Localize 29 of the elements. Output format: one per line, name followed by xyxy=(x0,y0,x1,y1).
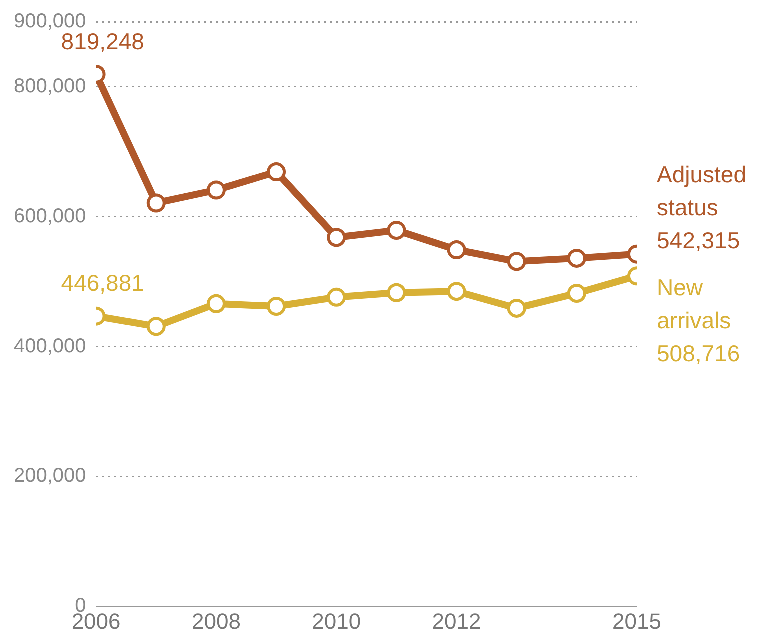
data-label: 542,315 xyxy=(657,228,740,254)
series-label: New arrivals xyxy=(657,274,732,334)
point xyxy=(267,162,286,182)
x-tick-label: 2012 xyxy=(432,608,482,634)
y-tick-label: 200,000 xyxy=(14,465,86,488)
point xyxy=(327,288,346,307)
point xyxy=(387,283,406,302)
data-label: 446,881 xyxy=(61,270,144,296)
point xyxy=(447,240,466,260)
point xyxy=(387,221,406,240)
x-tick-label: 2010 xyxy=(312,608,362,634)
point xyxy=(146,194,166,213)
point xyxy=(507,252,526,272)
y-tick-label: 800,000 xyxy=(14,75,86,98)
point xyxy=(267,297,286,316)
y-tick-label: 600,000 xyxy=(14,205,86,228)
point xyxy=(507,298,526,318)
y-tick-label: 400,000 xyxy=(14,335,86,358)
data-label: 508,716 xyxy=(657,340,740,367)
point xyxy=(327,228,346,248)
point xyxy=(146,317,166,336)
series-label: Adjusted status xyxy=(657,162,747,221)
point xyxy=(447,282,466,302)
point xyxy=(206,180,226,200)
x-tick-label: 2015 xyxy=(612,608,662,634)
point xyxy=(206,294,226,314)
x-tick-label: 2008 xyxy=(192,608,241,634)
point xyxy=(567,248,586,268)
point xyxy=(567,284,586,304)
